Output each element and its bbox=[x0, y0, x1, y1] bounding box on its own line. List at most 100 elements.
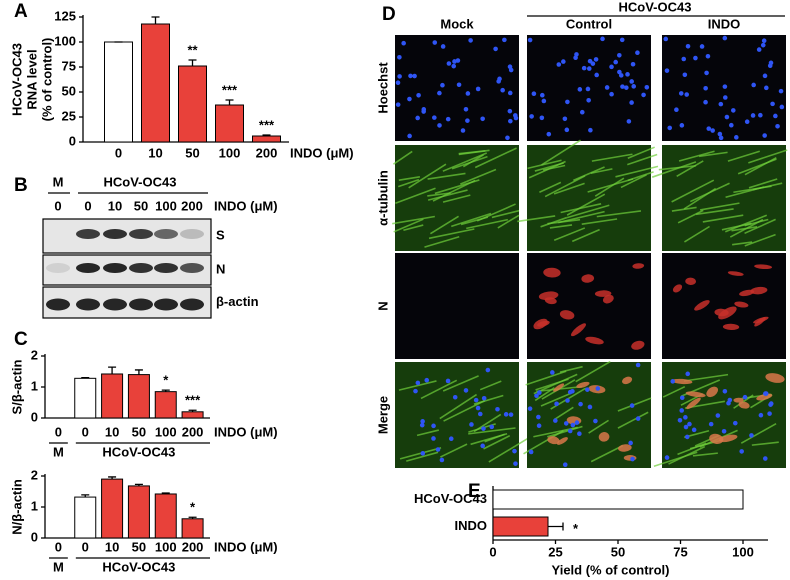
nucleus bbox=[764, 85, 769, 91]
error-bar bbox=[151, 16, 160, 24]
nucleus bbox=[679, 395, 685, 401]
tile-bg bbox=[395, 35, 519, 141]
nucleus bbox=[684, 92, 689, 97]
nucleus bbox=[641, 92, 646, 98]
x-tick-label: 10 bbox=[105, 424, 119, 439]
bar bbox=[101, 478, 124, 539]
x-tick-label: 100 bbox=[219, 145, 241, 160]
nucleus bbox=[739, 449, 744, 454]
tile-bg bbox=[527, 253, 651, 359]
nucleus bbox=[644, 84, 650, 90]
blot-band bbox=[154, 263, 178, 273]
nucleus bbox=[536, 414, 541, 420]
micrograph-tile bbox=[523, 360, 652, 468]
nucleus bbox=[452, 394, 458, 400]
nucleus bbox=[617, 69, 622, 75]
fiber bbox=[527, 159, 562, 170]
nucleus bbox=[528, 449, 534, 455]
nucleus bbox=[481, 426, 486, 431]
infected-cell bbox=[576, 381, 590, 389]
nucleus bbox=[581, 65, 587, 71]
x-tick-label: 50 bbox=[185, 145, 199, 160]
error-bar bbox=[134, 483, 143, 486]
fiber bbox=[671, 206, 697, 212]
micrograph-tile bbox=[395, 362, 529, 468]
nucleus bbox=[395, 102, 401, 107]
x-axis-label: INDO (μM) bbox=[214, 424, 278, 439]
fiber bbox=[542, 164, 566, 171]
blot-band bbox=[46, 263, 70, 273]
nucleus bbox=[445, 116, 451, 122]
fiber bbox=[683, 187, 717, 210]
nucleus bbox=[762, 456, 768, 461]
fiber bbox=[553, 227, 586, 241]
blot-band bbox=[180, 298, 204, 311]
fiber bbox=[748, 149, 788, 164]
category-label: INDO bbox=[455, 518, 488, 533]
fiber bbox=[393, 218, 424, 233]
nucleus bbox=[679, 408, 684, 413]
blot-band bbox=[103, 229, 127, 239]
error-bar bbox=[81, 377, 90, 379]
y-tick-label: 1 bbox=[31, 498, 38, 513]
group-label: M bbox=[53, 559, 64, 574]
nucleus bbox=[630, 61, 636, 67]
nucleus bbox=[546, 131, 552, 137]
nucleus bbox=[420, 419, 425, 424]
nucleus bbox=[562, 462, 568, 467]
nucleus bbox=[742, 394, 748, 400]
micrograph-tile bbox=[527, 253, 651, 359]
blot-lane-label: 10 bbox=[108, 198, 122, 213]
nucleus bbox=[710, 128, 715, 133]
blot-row-label: β-actin bbox=[216, 294, 259, 309]
nucleus bbox=[683, 415, 688, 420]
group-label: HCoV-OC43 bbox=[102, 444, 175, 459]
micrograph-column-label: Control bbox=[566, 16, 612, 31]
x-tick-label: 50 bbox=[611, 544, 625, 559]
micrograph-tile bbox=[653, 362, 786, 468]
nucleus bbox=[477, 411, 483, 417]
bar bbox=[181, 518, 204, 539]
nucleus bbox=[704, 70, 709, 76]
micrograph-tile bbox=[662, 253, 786, 359]
nucleus bbox=[750, 113, 756, 118]
blot-band bbox=[129, 229, 153, 239]
nucleus bbox=[567, 428, 573, 434]
micrograph-row-label: Hoechst bbox=[375, 62, 390, 114]
bar bbox=[154, 493, 177, 539]
blot-band bbox=[180, 263, 204, 273]
micrograph-tile bbox=[651, 145, 788, 251]
nucleus bbox=[687, 421, 692, 427]
nucleus bbox=[407, 133, 412, 139]
fiber bbox=[541, 139, 581, 166]
fiber bbox=[544, 175, 586, 198]
blot-row-label: S bbox=[216, 227, 225, 242]
blot-strip bbox=[42, 218, 212, 254]
nucleus bbox=[463, 107, 469, 112]
bar bbox=[215, 104, 244, 143]
panel-letter: A bbox=[14, 1, 28, 22]
micrograph-tile bbox=[527, 35, 651, 141]
nucleus bbox=[424, 377, 430, 383]
panel-letter: B bbox=[14, 175, 28, 196]
infected-cell bbox=[618, 444, 632, 452]
nucleus bbox=[775, 123, 780, 129]
nucleus bbox=[670, 379, 676, 384]
bar bbox=[104, 41, 133, 143]
fiber bbox=[617, 397, 652, 412]
fiber bbox=[594, 177, 625, 197]
blot-band bbox=[154, 298, 178, 311]
x-tick-label: 0 bbox=[82, 424, 89, 439]
infected-cell bbox=[719, 434, 738, 443]
bar bbox=[141, 23, 170, 143]
fiber bbox=[692, 452, 718, 457]
fiber bbox=[744, 233, 776, 247]
infected-cell bbox=[598, 432, 610, 442]
error-bar bbox=[108, 366, 117, 374]
nucleus bbox=[722, 84, 728, 89]
fiber bbox=[429, 215, 459, 235]
infected-cell bbox=[694, 300, 710, 311]
nucleus bbox=[705, 53, 711, 59]
x-tick-label: 25 bbox=[548, 544, 562, 559]
